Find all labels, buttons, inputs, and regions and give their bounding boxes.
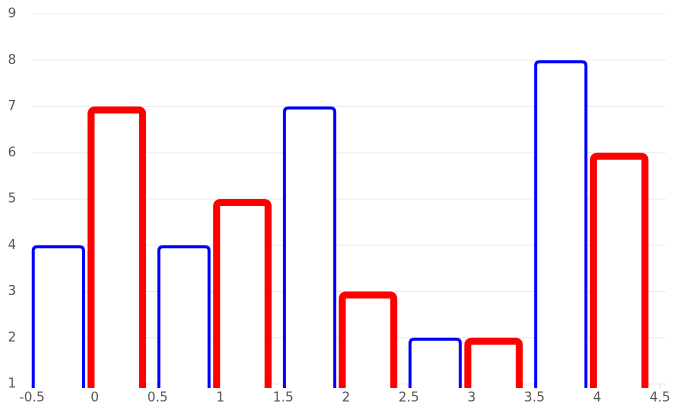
x-tick-label: 2: [342, 391, 350, 406]
x-tick-label: 0: [91, 391, 99, 406]
y-tick-label: 2: [8, 330, 16, 345]
x-tick-label: -0.5: [19, 391, 44, 406]
y-tick-label: 9: [8, 7, 16, 22]
bar: [464, 337, 523, 388]
bar: [338, 291, 398, 388]
bar: [87, 106, 147, 388]
x-tick-label: 4.5: [650, 391, 671, 406]
x-tick-label: 1: [216, 391, 224, 406]
bar: [589, 152, 649, 388]
bar: [534, 60, 588, 388]
y-tick-label: 5: [8, 192, 16, 207]
bar: [157, 245, 211, 388]
y-tick-label: 1: [8, 377, 16, 392]
x-tick-label: 4: [593, 391, 601, 406]
bar: [213, 199, 272, 388]
x-tick-label: 3: [467, 391, 475, 406]
bar: [408, 337, 462, 388]
bar: [282, 106, 337, 388]
y-tick-label: 6: [8, 145, 16, 160]
x-tick-label: 1.5: [273, 391, 294, 406]
y-tick-label: 4: [8, 238, 16, 253]
x-tick-label: 2.5: [398, 391, 419, 406]
x-tick-label: 0.5: [147, 391, 168, 406]
x-tick-label: 3.5: [524, 391, 545, 406]
bar: [31, 245, 85, 388]
y-tick-label: 7: [8, 99, 16, 114]
y-tick-label: 3: [8, 284, 16, 299]
y-tick-label: 8: [8, 53, 16, 68]
